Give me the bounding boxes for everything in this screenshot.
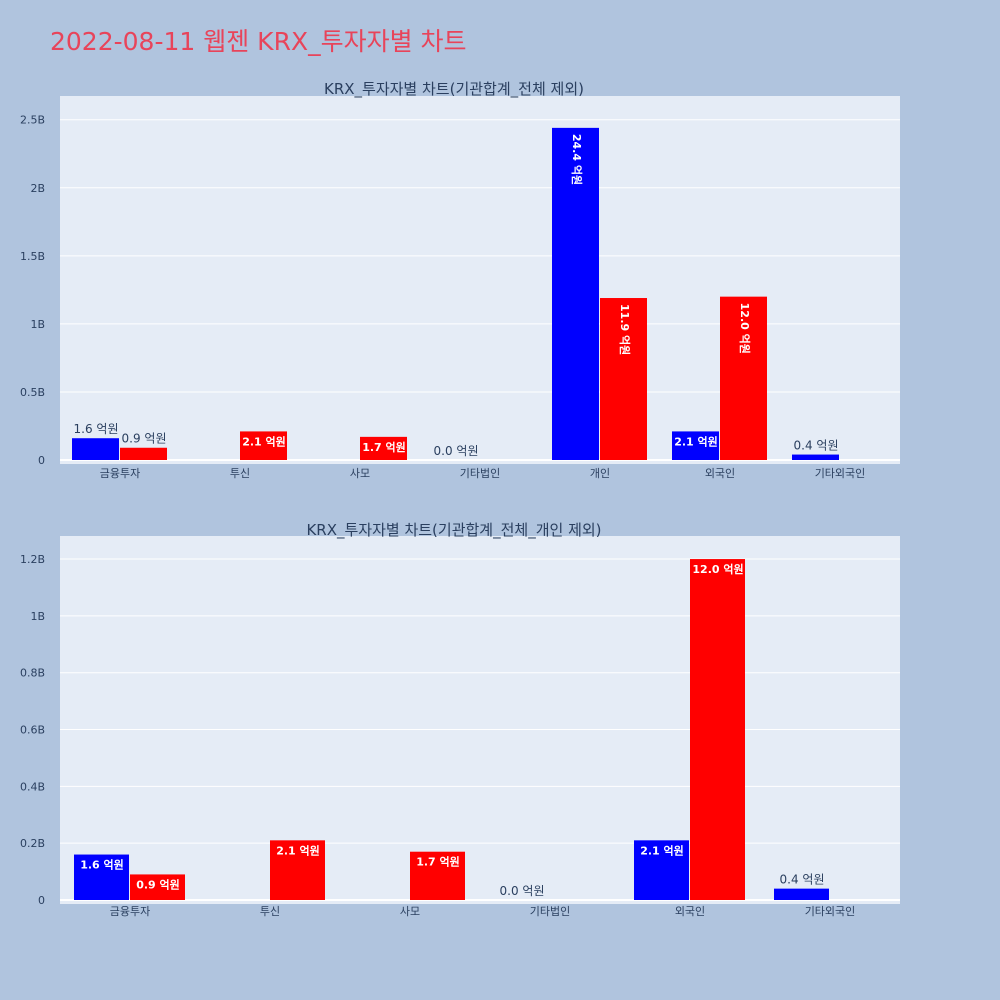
y-tick-label: 2.5B: [20, 114, 45, 127]
data-label: 1.7 억원: [416, 855, 460, 869]
x-tick-label: 사모: [350, 467, 370, 480]
y-tick-label: 1.2B: [20, 553, 45, 566]
y-tick-label: 0.5B: [20, 386, 45, 399]
x-tick-label: 투신: [260, 905, 280, 918]
chart-1: 0 0.5B 1B 1.5B 2B 2.5B KRX_투자자별 차트(기관합계_전체 제외)…: [20, 80, 900, 480]
x-tick-label: 투신: [230, 467, 250, 480]
bar: [792, 455, 839, 460]
y-tick-label: 2B: [30, 182, 45, 195]
y-tick-label: 0.6B: [20, 724, 45, 737]
x-tick-label: 개인: [590, 467, 610, 480]
x-tick-label: 기타외국인: [815, 467, 866, 480]
bar: [72, 438, 119, 460]
data-label: 2.1 억원: [640, 843, 684, 857]
bar: [774, 889, 829, 900]
data-label: 2.1 억원: [276, 843, 320, 857]
data-label: 12.0 억원: [692, 562, 743, 576]
data-label: 1.6 억원: [80, 858, 124, 872]
chart-title: KRX_투자자별 차트(기관합계_전체 제외): [324, 80, 584, 99]
x-tick-label: 금융투자: [110, 905, 150, 918]
data-label: 2.1 억원: [674, 434, 718, 448]
x-tick-label: 기타외국인: [805, 905, 856, 918]
y-tick-label: 0.2B: [20, 837, 45, 850]
data-label: 0.9 억원: [136, 877, 180, 891]
bar: [690, 559, 745, 900]
y-tick-label: 1B: [30, 318, 45, 331]
data-label: 2.1 억원: [242, 434, 286, 448]
data-label: 0.4 억원: [780, 873, 825, 887]
y-tick-label: 0: [38, 894, 45, 907]
y-tick-label: 1B: [30, 610, 45, 623]
y-tick-label: 0.8B: [20, 667, 45, 680]
x-tick-label: 외국인: [705, 467, 735, 480]
y-tick-label: 0.4B: [20, 780, 45, 793]
x-tick-label: 기타법인: [530, 905, 570, 918]
data-label: 1.6 억원: [74, 422, 119, 436]
y-tick-label: 1.5B: [20, 250, 45, 263]
plot-area: [60, 536, 900, 904]
x-tick-label: 외국인: [675, 905, 705, 918]
data-label: 24.4 억원: [570, 134, 584, 185]
data-label: 11.9 억원: [618, 304, 632, 355]
x-tick-label: 금융투자: [100, 467, 140, 480]
data-label: 1.7 억원: [362, 440, 406, 454]
data-label: 12.0 억원: [738, 303, 752, 354]
chart-2: 0 0.2B 0.4B 0.6B 0.8B 1B 1.2B KRX_투자자별 차트(기관합계_…: [20, 521, 900, 918]
chart-title: KRX_투자자별 차트(기관합계_전체_개인 제외): [306, 521, 601, 540]
y-tick-label: 0: [38, 454, 45, 467]
data-label: 0.0 억원: [500, 884, 545, 898]
data-label: 0.0 억원: [434, 444, 479, 458]
plot-area: [60, 96, 900, 464]
data-label: 0.9 억원: [122, 432, 167, 446]
bar: [120, 448, 167, 460]
x-tick-label: 기타법인: [460, 467, 500, 480]
x-tick-label: 사모: [400, 905, 420, 918]
data-label: 0.4 억원: [794, 439, 839, 453]
